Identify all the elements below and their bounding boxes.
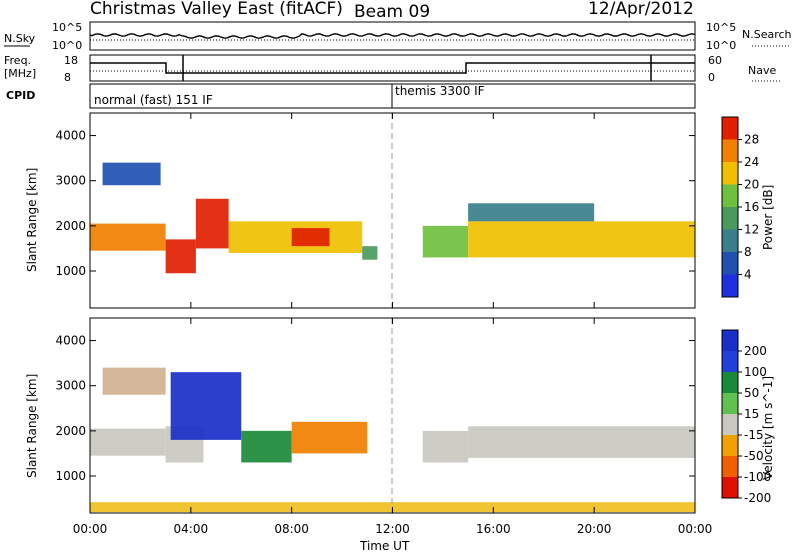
colorbar-swatch [722,252,738,275]
y-tick-label: 1000 [55,469,86,483]
freq-tick-bottom: 8 [64,71,71,84]
beam-label: Beam 09 [354,2,430,22]
x-tick-label: 00:00 [678,522,713,536]
colorbar-tick-label: -15 [744,428,764,442]
data-region-4 [195,198,229,249]
time-x-axis: 00:00 04:00 08:00 12:00 16:00 20:00 00:00 [73,113,713,536]
data-region-1 [90,223,166,251]
x-tick-label: 16:00 [476,522,511,536]
colorbar-tick-label: 20 [744,178,759,192]
colorbar-tick-label: 50 [744,386,759,400]
colorbar-swatch [722,184,738,207]
freq-strip [89,54,696,82]
freq-tick-top: 18 [64,54,78,67]
colorbar-swatch [722,372,738,393]
freq-label: Freq. [4,54,31,67]
y-tick-label: 4000 [55,334,86,348]
nsearch-tick-top: 10^5 [706,21,736,34]
data-region-5 [241,430,292,463]
freq-trace [90,62,695,74]
colorbar-swatch [722,456,738,477]
nave-tick-top: 60 [708,54,722,67]
velocity-colorbar: 200 100 50 15 -15 -50 -100 -200 [721,329,771,505]
x-tick-label: 04:00 [174,522,209,536]
power-colorbar: 4 8 12 16 20 24 28 [721,116,759,298]
data-region-6 [291,421,368,454]
data-region-4 [170,372,242,440]
colorbar-swatch [722,393,738,414]
y-tick-label: 1000 [55,264,86,278]
colorbar-swatch [722,207,738,230]
colorbar-swatch [722,435,738,456]
nsearch-tick-bottom: 10^0 [706,39,736,52]
colorbar-tick-label: 16 [744,200,759,214]
y-tick-label: 3000 [55,174,86,188]
colorbar-swatch [722,117,738,140]
colorbar-tick-label: 24 [744,155,759,169]
y-tick-label: 3000 [55,379,86,393]
nsearch-label: N.Search [742,28,792,41]
velocity-colorbar-label: Velocity [m s^-1] [761,376,775,480]
power-ylabel: Slant Range [km] [25,168,39,272]
cpid-mode-1: normal (fast) 151 IF [94,93,213,107]
velocity-y-axis: 1000 2000 3000 4000 [55,334,695,483]
power-data [90,162,695,274]
x-tick-label: 20:00 [577,522,612,536]
colorbar-tick-label: 4 [744,268,752,282]
colorbar-tick-label: -200 [744,491,771,505]
nsky-tick-bottom: 10^0 [52,39,82,52]
data-region-8 [422,225,469,258]
nsky-tick-top: 10^5 [52,21,82,34]
data-region-9 [468,221,695,258]
cpid-label: CPID [6,89,35,102]
colorbar-tick-label: 8 [744,245,752,259]
colorbar-swatch [722,351,738,372]
x-tick-label: 08:00 [274,522,309,536]
nave-tick-bottom: 0 [708,71,715,84]
data-region-8 [468,426,695,458]
data-region-2 [102,162,161,186]
x-tick-label: 12:00 [375,522,410,536]
colorbar-tick-label: 12 [744,223,759,237]
colorbar-tick-label: 15 [744,407,759,421]
colorbar-swatch [722,229,738,252]
data-region-6 [291,228,330,247]
data-region-1 [90,428,166,456]
x-tick-label: 00:00 [73,522,108,536]
colorbar-swatch [722,330,738,351]
data-region-7 [422,430,469,463]
chart-title: Christmas Valley East (fitACF) [90,0,343,19]
velocity-ylabel: Slant Range [km] [25,374,39,478]
y-tick-label: 2000 [55,219,86,233]
colorbar-tick-label: 28 [744,133,759,147]
colorbar-swatch [722,477,738,498]
freq-unit: [MHz] [4,67,36,80]
nsky-trace [89,33,696,39]
date-label: 12/Apr/2012 [588,0,694,19]
y-tick-label: 4000 [55,129,86,143]
power-y-axis: 1000 2000 3000 4000 [55,129,695,278]
nave-label: Nave [748,64,776,77]
colorbar-tick-label: -50 [744,449,764,463]
colorbar-swatch [722,414,738,435]
data-region-3 [165,239,196,274]
colorbar-tick-label: -100 [744,470,771,484]
data-region-2 [102,367,166,395]
colorbar-swatch [722,139,738,162]
nsky-strip [89,21,696,51]
colorbar-swatch [722,162,738,185]
nsky-label: N.Sky [4,32,36,45]
data-region-10 [468,203,595,222]
data-region-7 [362,246,378,260]
colorbar-tick-label: 100 [744,365,767,379]
colorbar-tick-label: 200 [744,344,767,358]
power-colorbar-label: Power [dB] [761,185,775,250]
x-axis-label: Time UT [359,539,410,553]
colorbar-swatch [722,274,738,297]
cpid-mode-2: themis 3300 IF [395,84,485,98]
y-tick-label: 2000 [55,424,86,438]
